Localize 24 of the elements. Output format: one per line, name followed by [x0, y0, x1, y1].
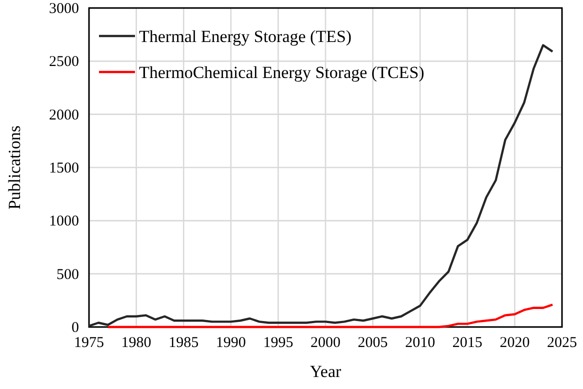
y-axis-title: Publications: [5, 125, 24, 210]
line-series: [88, 44, 554, 328]
y-tick-label: 2500: [49, 54, 79, 70]
y-tick-label: 1500: [49, 160, 79, 176]
x-tick-label: 2020: [500, 335, 530, 351]
x-tick-label: 2000: [310, 335, 340, 351]
y-tick-label: 0: [72, 320, 79, 336]
x-axis-title: Year: [310, 362, 342, 381]
line-series: [106, 304, 554, 328]
x-tick-label: 2005: [358, 335, 388, 351]
y-tick-label: 3000: [49, 1, 79, 17]
x-tick-label: 1985: [168, 335, 199, 351]
x-tick-label: 2015: [452, 335, 482, 351]
y-tick-label: 500: [56, 266, 79, 283]
legend-label: Thermal Energy Storage (TES): [139, 27, 352, 46]
y-tick-label: 2000: [49, 107, 79, 124]
legend-label: ThermoChemical Energy Storage (TCES): [139, 63, 424, 82]
x-tick-label: 1980: [121, 335, 152, 351]
x-tick-label: 1975: [74, 335, 104, 351]
x-tick-label: 2010: [405, 335, 436, 351]
x-tick-label: 1990: [216, 335, 246, 351]
x-tick-label: 1995: [263, 335, 294, 351]
x-tick-label: 2025: [547, 335, 577, 351]
y-tick-label: 1000: [49, 214, 79, 230]
